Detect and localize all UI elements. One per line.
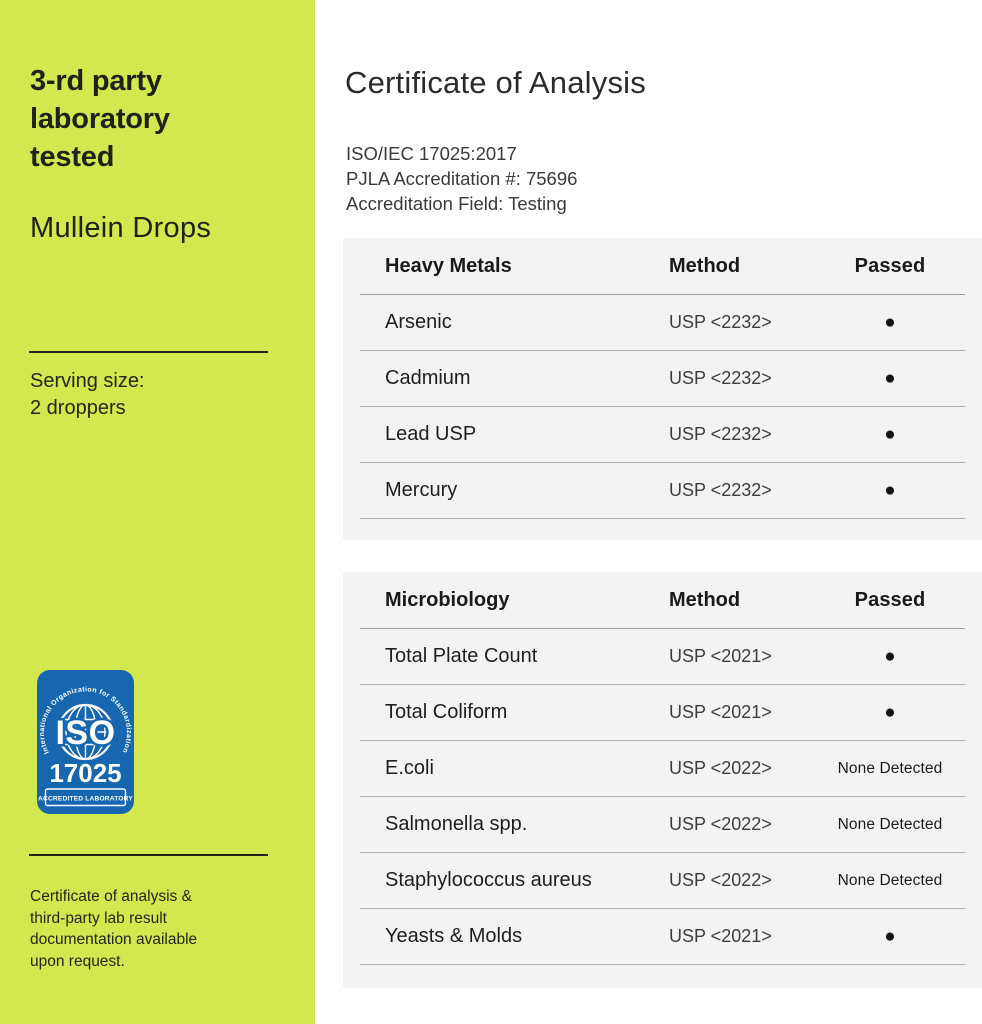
analyte-name: Cadmium [385,367,471,389]
analyte-name: Arsenic [385,311,452,333]
category-header: Heavy Metals [385,254,512,277]
divider [29,854,268,856]
table-row: Total Coliform USP <2021> ● [360,685,965,741]
analyte-method: USP <2022> [669,870,772,890]
analyte-result: ● [884,311,896,333]
sidebar: 3-rd party laboratory tested Mullein Dro… [0,0,315,1024]
table-row: Mercury USP <2232> ● [360,463,965,519]
analyte-result: ● [884,423,896,445]
badge-accredited-box [44,788,127,807]
analyte-result: None Detected [837,815,943,833]
globe-icon [57,703,114,761]
method-header: Method [669,588,741,611]
analyte-method: USP <2022> [669,814,772,834]
badge-iso-text: ISO [55,714,115,752]
serving-size-text: Serving size: 2 droppers [30,370,145,419]
accreditation-line-pjla: PJLA Accreditation #: 75696 [346,168,578,189]
page-title: Certificate of Analysis [345,65,646,100]
table-header-row: Heavy Metals Method Passed [360,238,965,295]
analyte-method: USP <2232> [669,480,772,500]
table-row: Arsenic USP <2232> ● [360,295,965,351]
analyte-method: USP <2021> [669,702,772,722]
analyte-method: USP <2232> [669,312,772,332]
analyte-result: ● [884,367,896,389]
analyte-result: ● [884,925,896,947]
analyte-method: USP <2021> [669,646,772,666]
divider [29,351,268,353]
accreditation-block: ISO/IEC 17025:2017 PJLA Accreditation #:… [346,141,577,216]
passed-header: Passed [854,254,926,277]
analyte-method: USP <2021> [669,926,772,946]
certificate-footnote: Certificate of analysis & third-party la… [30,888,198,970]
analyte-result: ● [884,701,896,723]
iso-17025-badge-icon: International Organization for Standardi… [37,670,134,814]
heavy-metals-table: Heavy Metals Method Passed Arsenic USP <… [343,238,982,540]
accreditation-line-iso: ISO/IEC 17025:2017 [346,143,517,164]
analyte-result: ● [884,479,896,501]
method-header: Method [669,254,741,277]
analyte-method: USP <2232> [669,424,772,444]
badge-standard-number: 17025 [49,758,121,788]
analyte-name: E.coli [385,757,434,779]
product-name: Mullein Drops [30,212,212,244]
analyte-name: Staphylococcus aureus [385,869,592,891]
analyte-name: Total Coliform [385,701,508,723]
analyte-name: Mercury [385,479,458,501]
table-row: Cadmium USP <2232> ● [360,351,965,407]
analyte-name: Total Plate Count [385,645,538,667]
analyte-result: None Detected [837,759,943,777]
analyte-name: Salmonella spp. [385,813,528,835]
analyte-result: None Detected [837,871,943,889]
table-row: E.coli USP <2022> None Detected [360,741,965,797]
table-header-row: Microbiology Method Passed [360,572,965,629]
analyte-method: USP <2022> [669,758,772,778]
badge-accredited-label: ACCREDITED LABORATORY [38,796,133,803]
category-header: Microbiology [385,588,510,611]
analyte-name: Lead USP [385,423,477,445]
sidebar-headline: 3-rd party laboratory tested [30,65,170,173]
microbiology-table: Microbiology Method Passed Total Plate C… [343,572,982,988]
table-row: Yeasts & Molds USP <2021> ● [360,909,965,965]
table-row: Salmonella spp. USP <2022> None Detected [360,797,965,853]
table-row: Staphylococcus aureus USP <2022> None De… [360,853,965,909]
analyte-method: USP <2232> [669,368,772,388]
accreditation-line-field: Accreditation Field: Testing [346,193,567,214]
table-row: Lead USP USP <2232> ● [360,407,965,463]
analyte-result: ● [884,645,896,667]
analyte-name: Yeasts & Molds [385,925,523,947]
passed-header: Passed [854,588,926,611]
table-row: Total Plate Count USP <2021> ● [360,629,965,685]
